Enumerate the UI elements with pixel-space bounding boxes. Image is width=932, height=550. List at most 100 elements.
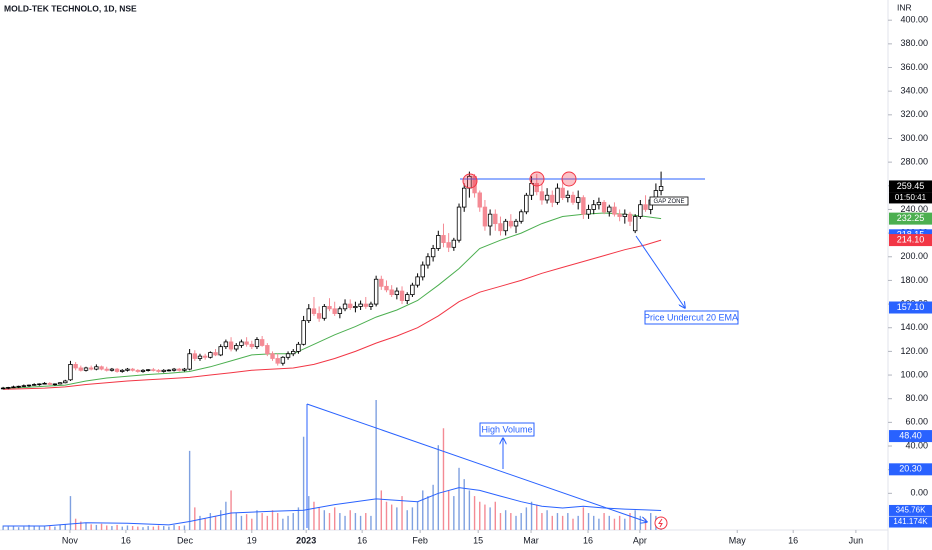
candle-body: [612, 206, 617, 215]
candle-body: [296, 343, 301, 352]
annotation-box: [649, 196, 689, 206]
volume-ma-line: [3, 487, 662, 527]
volume-bar: [100, 523, 103, 530]
volume-bar: [447, 490, 450, 530]
volume-bar: [624, 518, 626, 530]
volume-bar: [183, 525, 186, 530]
candle-body: [555, 187, 560, 203]
candle-body: [493, 213, 498, 225]
plot: [0, 171, 664, 530]
candle-body: [451, 239, 457, 248]
volume-bar: [437, 445, 440, 530]
candle-body: [213, 352, 218, 356]
volume-bar: [608, 515, 610, 530]
candle-body: [332, 308, 337, 314]
candle-body: [166, 369, 172, 372]
candle-body: [565, 194, 571, 199]
candle-body: [420, 264, 425, 278]
candle-body: [16, 385, 21, 388]
candle-body: [249, 343, 254, 348]
candle-body: [171, 368, 177, 371]
candle-body: [405, 294, 410, 301]
y-tick-label: 180.00: [900, 275, 928, 285]
candle-body: [99, 366, 104, 370]
candle-body: [627, 213, 633, 222]
volume-bar: [271, 510, 274, 530]
candle-body: [197, 355, 203, 359]
candle-body: [446, 242, 451, 248]
annotation: High Volume: [481, 424, 532, 434]
candle-body: [161, 369, 166, 372]
volume-bar: [220, 510, 222, 530]
candle-body: [596, 201, 602, 206]
y-tick-label: 360.00: [900, 62, 928, 72]
candle-body: [586, 209, 591, 215]
volume-bar: [214, 515, 217, 530]
candle-body: [52, 383, 58, 386]
volume-bar: [561, 515, 564, 530]
volume-bar: [370, 515, 372, 530]
candle-body: [94, 366, 99, 370]
volume-bar: [359, 515, 362, 530]
candle-body: [182, 368, 187, 371]
x-tick-label: Nov: [62, 535, 79, 545]
candle-body: [513, 220, 519, 227]
volume-bar: [38, 526, 41, 530]
ema-line: [3, 239, 662, 390]
volume-bar: [43, 525, 46, 530]
countdown: 01:50:41: [895, 193, 927, 202]
volume-bar: [188, 450, 191, 530]
candle-body: [607, 206, 612, 213]
volume-bar: [7, 526, 9, 530]
candle-body: [244, 341, 249, 345]
candle-body: [11, 386, 16, 389]
candle-body: [482, 206, 488, 227]
chart-title: MOLD-TEK TECHNOLO, 1D, NSE: [4, 3, 137, 13]
candle-body: [135, 369, 141, 372]
volume-bar: [313, 501, 315, 530]
volume-bar: [629, 513, 631, 530]
candle-body: [208, 352, 213, 358]
candle-body: [544, 194, 550, 201]
candle-body: [316, 313, 322, 319]
volume-bar: [23, 526, 25, 530]
candle-body: [234, 345, 239, 350]
volume-bar: [116, 524, 118, 530]
x-tick-label: 16: [121, 535, 131, 545]
candle-body: [508, 220, 514, 227]
volume-badge: [889, 516, 932, 528]
candle-body: [399, 290, 405, 301]
volume-bar: [74, 518, 77, 530]
y-tick-label: 400.00: [900, 15, 928, 25]
candle-body: [638, 204, 643, 217]
candle-body: [539, 191, 545, 201]
y-tick-label: 200.00: [900, 251, 928, 261]
candle-body: [31, 384, 37, 386]
candle-body: [285, 353, 291, 358]
candle-body: [436, 235, 441, 249]
candle-body: [291, 350, 296, 355]
volume-bar: [453, 496, 455, 530]
volume-bar: [209, 513, 212, 530]
volume-bar: [530, 501, 533, 530]
y-tick-label: 40.00: [905, 440, 928, 450]
volume-bar: [282, 518, 284, 530]
volume-bar: [593, 515, 595, 530]
candle-body: [322, 306, 327, 319]
volume-bar: [121, 526, 123, 530]
volume-bar: [95, 524, 98, 530]
candle-body: [601, 201, 607, 213]
candle-body: [477, 192, 482, 208]
volume-bar: [504, 510, 507, 530]
y-tick-label: 100.00: [900, 369, 928, 379]
volume-bar: [634, 510, 636, 530]
x-tick-label: 19: [247, 535, 257, 545]
volume-bar: [416, 501, 419, 530]
candle-body: [47, 382, 52, 385]
volume-bar: [479, 501, 481, 530]
volume-bar: [546, 510, 548, 530]
candle-body: [327, 306, 332, 310]
x-tick-label: Dec: [177, 535, 194, 545]
candle-body: [410, 284, 415, 296]
